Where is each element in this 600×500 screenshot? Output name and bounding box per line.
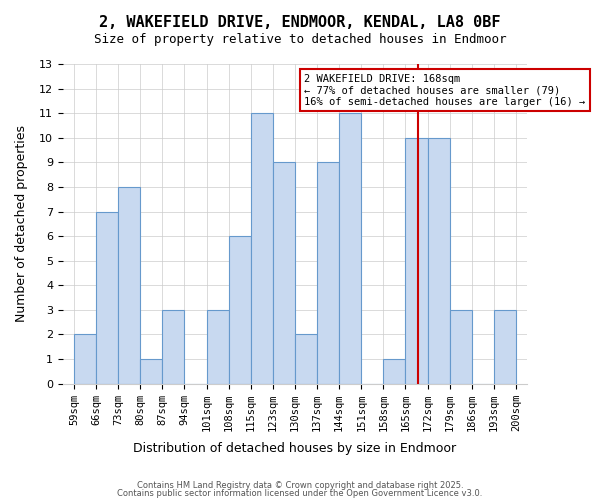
- Bar: [406, 138, 428, 384]
- Bar: [339, 113, 361, 384]
- Text: Size of property relative to detached houses in Endmoor: Size of property relative to detached ho…: [94, 32, 506, 46]
- Bar: [229, 236, 251, 384]
- Text: Contains public sector information licensed under the Open Government Licence v3: Contains public sector information licen…: [118, 488, 482, 498]
- Text: Contains HM Land Registry data © Crown copyright and database right 2025.: Contains HM Land Registry data © Crown c…: [137, 481, 463, 490]
- X-axis label: Distribution of detached houses by size in Endmoor: Distribution of detached houses by size …: [133, 442, 457, 455]
- Bar: [449, 310, 472, 384]
- Bar: [96, 212, 118, 384]
- Y-axis label: Number of detached properties: Number of detached properties: [15, 126, 28, 322]
- Bar: [251, 113, 273, 384]
- Text: 2 WAKEFIELD DRIVE: 168sqm
← 77% of detached houses are smaller (79)
16% of semi-: 2 WAKEFIELD DRIVE: 168sqm ← 77% of detac…: [304, 74, 586, 107]
- Bar: [140, 359, 163, 384]
- Bar: [206, 310, 229, 384]
- Bar: [383, 359, 406, 384]
- Bar: [163, 310, 184, 384]
- Bar: [273, 162, 295, 384]
- Bar: [317, 162, 339, 384]
- Bar: [295, 334, 317, 384]
- Bar: [74, 334, 96, 384]
- Text: 2, WAKEFIELD DRIVE, ENDMOOR, KENDAL, LA8 0BF: 2, WAKEFIELD DRIVE, ENDMOOR, KENDAL, LA8…: [99, 15, 501, 30]
- Bar: [428, 138, 449, 384]
- Bar: [118, 187, 140, 384]
- Bar: [494, 310, 516, 384]
